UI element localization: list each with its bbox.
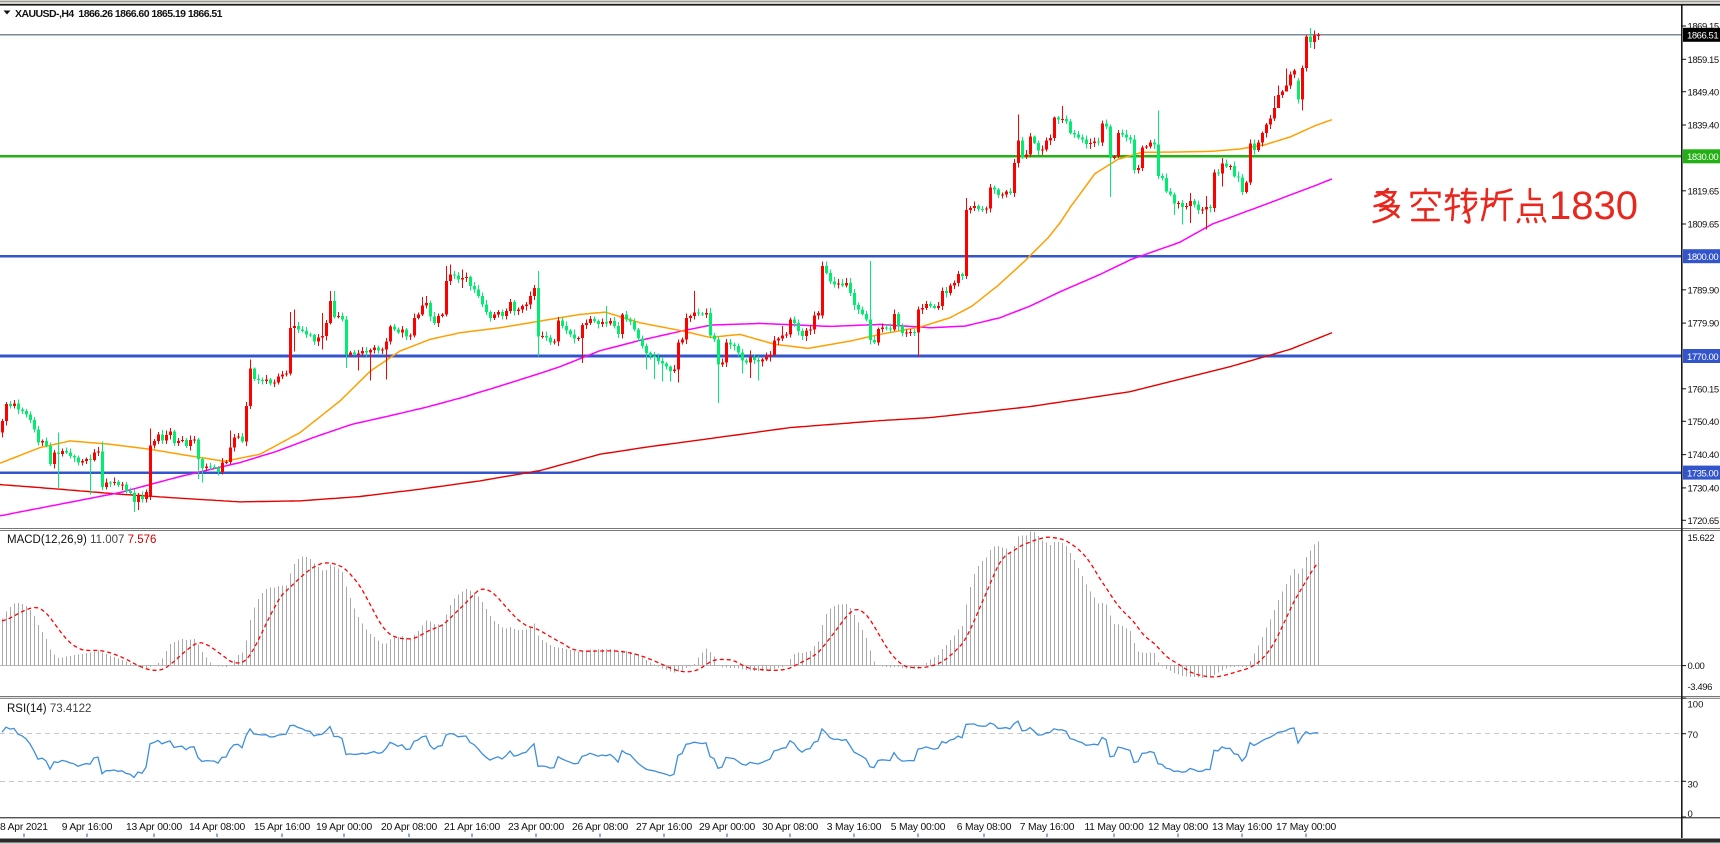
svg-text:20 Apr 08:00: 20 Apr 08:00: [381, 822, 437, 833]
svg-text:1800.00: 1800.00: [1687, 252, 1718, 263]
svg-text:30 Apr 08:00: 30 Apr 08:00: [762, 822, 818, 833]
svg-text:7 May 16:00: 7 May 16:00: [1020, 822, 1075, 833]
svg-text:19 Apr 00:00: 19 Apr 00:00: [316, 822, 372, 833]
svg-text:1866.51: 1866.51: [1687, 31, 1718, 42]
svg-text:1869.15: 1869.15: [1688, 22, 1719, 33]
svg-text:1819.65: 1819.65: [1688, 186, 1719, 197]
svg-text:8 Apr 2021: 8 Apr 2021: [0, 822, 48, 833]
svg-text:0.00: 0.00: [1688, 661, 1705, 672]
svg-text:1720.65: 1720.65: [1688, 516, 1719, 527]
svg-text:11 May 00:00: 11 May 00:00: [1084, 822, 1144, 833]
svg-text:1770.00: 1770.00: [1687, 352, 1718, 363]
svg-text:RSI(14) 73.4122: RSI(14) 73.4122: [7, 703, 91, 715]
svg-text:1760.15: 1760.15: [1688, 384, 1719, 395]
svg-text:1859.15: 1859.15: [1688, 55, 1719, 66]
svg-text:1830: 1830: [1549, 184, 1638, 228]
svg-text:1839.40: 1839.40: [1688, 121, 1719, 132]
svg-text:0: 0: [1688, 809, 1693, 820]
svg-text:70: 70: [1688, 730, 1699, 741]
svg-text:1789.90: 1789.90: [1688, 285, 1719, 296]
svg-text:30: 30: [1688, 779, 1699, 790]
svg-text:21 Apr 16:00: 21 Apr 16:00: [444, 822, 500, 833]
svg-text:17 May 00:00: 17 May 00:00: [1276, 822, 1336, 833]
svg-text:1849.40: 1849.40: [1688, 87, 1719, 98]
svg-text:29 Apr 00:00: 29 Apr 00:00: [699, 822, 755, 833]
svg-text:12 May 08:00: 12 May 08:00: [1148, 822, 1208, 833]
svg-text:3 May 16:00: 3 May 16:00: [827, 822, 882, 833]
svg-text:15 Apr 16:00: 15 Apr 16:00: [254, 822, 310, 833]
svg-text:100: 100: [1688, 700, 1704, 711]
svg-text:1730.40: 1730.40: [1688, 484, 1719, 495]
svg-text:5 May 00:00: 5 May 00:00: [891, 822, 946, 833]
svg-text:1779.90: 1779.90: [1688, 319, 1719, 330]
svg-text:23 Apr 00:00: 23 Apr 00:00: [508, 822, 564, 833]
svg-text:1750.40: 1750.40: [1688, 417, 1719, 428]
svg-text:1809.65: 1809.65: [1688, 220, 1719, 231]
svg-text:9 Apr 16:00: 9 Apr 16:00: [62, 822, 113, 833]
svg-text:XAUUSD-,H4 1866.26 1866.60 18: XAUUSD-,H4 1866.26 1866.60 1865.19 1866.…: [15, 8, 223, 20]
svg-text:1740.40: 1740.40: [1688, 450, 1719, 461]
svg-text:14 Apr 08:00: 14 Apr 08:00: [189, 822, 245, 833]
svg-text:1830.00: 1830.00: [1687, 152, 1718, 163]
svg-text:-3.496: -3.496: [1688, 682, 1713, 693]
svg-text:13 May 16:00: 13 May 16:00: [1212, 822, 1272, 833]
svg-text:27 Apr 16:00: 27 Apr 16:00: [636, 822, 692, 833]
svg-text:1735.00: 1735.00: [1687, 468, 1718, 479]
svg-text:15.622: 15.622: [1688, 533, 1715, 544]
svg-text:6 May 08:00: 6 May 08:00: [957, 822, 1012, 833]
svg-text:MACD(12,26,9) 11.007 7.576: MACD(12,26,9) 11.007 7.576: [7, 534, 156, 546]
svg-text:26 Apr 08:00: 26 Apr 08:00: [572, 822, 628, 833]
svg-text:13 Apr 00:00: 13 Apr 00:00: [126, 822, 182, 833]
